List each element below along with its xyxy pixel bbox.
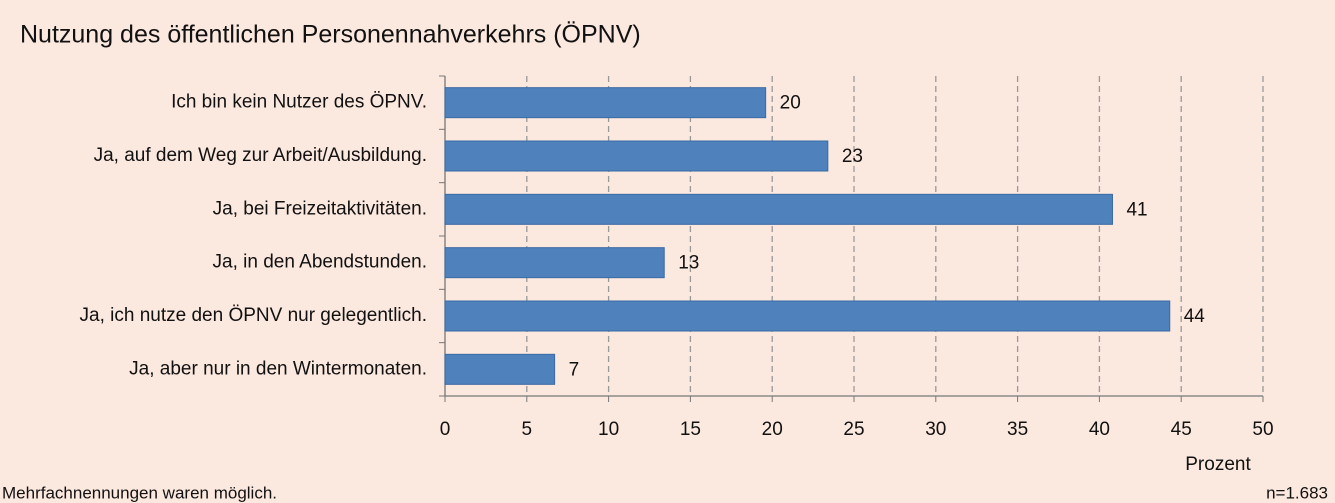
bar (444, 300, 1171, 332)
data-label: 41 (1126, 199, 1147, 220)
data-label: 20 (780, 93, 801, 114)
bar (444, 87, 767, 119)
x-tick-label: 10 (598, 419, 619, 440)
y-tick-label: Ja, auf dem Weg zur Arbeit/Ausbildung. (94, 145, 427, 166)
x-axis-label: Prozent (1185, 454, 1251, 475)
x-tick-label: 35 (1007, 419, 1028, 440)
bar (444, 140, 829, 172)
bar (444, 247, 665, 279)
data-label: 7 (569, 359, 580, 380)
data-label: 44 (1184, 306, 1206, 327)
bar (444, 353, 556, 385)
x-tick-label: 40 (1089, 419, 1110, 440)
y-tick-label: Ja, aber nur in den Wintermonaten. (129, 358, 427, 379)
data-label: 23 (842, 146, 863, 167)
x-tick-label: 45 (1171, 419, 1192, 440)
chart-title: Nutzung des öffentlichen Personennahverk… (20, 21, 641, 49)
y-tick-label: Ich bin kein Nutzer des ÖPNV. (171, 92, 427, 113)
x-tick-label: 20 (762, 419, 783, 440)
x-tick-label: 15 (680, 419, 701, 440)
y-tick-label: Ja, bei Freizeitaktivitäten. (213, 198, 427, 219)
x-tick-label: 50 (1252, 419, 1273, 440)
bar (444, 193, 1113, 225)
x-tick-label: 30 (925, 419, 946, 440)
data-label: 13 (678, 253, 699, 274)
x-tick-label: 5 (522, 419, 533, 440)
y-tick-label: Ja, in den Abendstunden. (213, 252, 427, 273)
y-tick-label: Ja, ich nutze den ÖPNV nur gelegentlich. (80, 305, 427, 326)
x-tick-label: 0 (440, 419, 451, 440)
sample-size: n=1.683 (1266, 483, 1328, 502)
note: Mehrfachnennungen waren möglich. (2, 483, 277, 502)
x-tick-label: 25 (843, 419, 864, 440)
